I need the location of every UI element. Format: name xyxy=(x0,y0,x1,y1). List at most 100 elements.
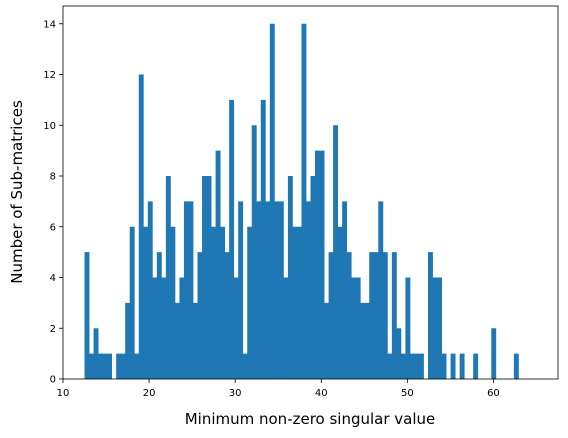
histogram-bar xyxy=(391,252,397,379)
histogram-bar xyxy=(116,353,122,379)
y-tick-label: 6 xyxy=(50,222,56,233)
histogram-bar xyxy=(84,252,90,379)
y-tick-label: 8 xyxy=(50,172,56,183)
y-tick-label: 0 xyxy=(50,375,56,386)
plot-frame xyxy=(62,5,559,380)
histogram-bar xyxy=(400,353,406,379)
histogram-bar xyxy=(211,226,216,379)
histogram-bar xyxy=(89,353,94,379)
histogram-bar xyxy=(229,99,235,379)
histogram-bar xyxy=(242,353,248,379)
histogram-bar xyxy=(247,226,253,379)
histogram-bar xyxy=(459,353,465,379)
histogram-bar xyxy=(120,353,126,379)
histogram-bar xyxy=(310,176,316,379)
histogram-bar xyxy=(251,125,257,379)
histogram-bar xyxy=(432,277,438,379)
histogram-bar xyxy=(256,201,262,379)
histogram-bar xyxy=(278,201,284,379)
histogram-bar xyxy=(305,201,311,379)
histogram-bar xyxy=(287,176,293,379)
y-tick-label: 10 xyxy=(43,121,56,132)
x-axis-ticks: 10 20 30 40 50 60 xyxy=(57,379,500,399)
histogram-bar xyxy=(418,353,424,379)
histogram-bar xyxy=(355,277,361,379)
histogram-bar xyxy=(296,226,302,379)
histogram-bar xyxy=(188,201,194,379)
x-tick-label: 60 xyxy=(487,388,500,399)
histogram-bar xyxy=(319,150,325,379)
y-tick-label: 14 xyxy=(43,19,56,30)
histogram-bar xyxy=(513,353,519,379)
histogram-bar xyxy=(147,201,153,379)
histogram-bar xyxy=(342,201,348,379)
histogram-bar xyxy=(152,277,158,379)
histogram-bar xyxy=(292,226,298,379)
histogram-bar xyxy=(378,201,384,379)
histogram-bar xyxy=(174,302,180,379)
histogram-bar xyxy=(382,252,388,379)
histogram-bar xyxy=(387,353,393,379)
histogram-bar xyxy=(409,353,415,379)
histogram-bar xyxy=(202,176,207,379)
histogram-bar xyxy=(197,252,203,379)
y-tick-label: 4 xyxy=(50,273,56,284)
histogram-bar xyxy=(143,226,149,379)
histogram-bar xyxy=(491,328,497,379)
histogram-bar xyxy=(233,277,239,379)
y-tick-label: 2 xyxy=(50,324,56,335)
histogram-bar xyxy=(170,226,176,379)
histogram-bar xyxy=(134,353,140,379)
histogram-bar xyxy=(161,277,167,379)
x-axis-label: Minimum non-zero singular value xyxy=(185,410,436,428)
histogram-bar xyxy=(405,277,411,379)
histogram-bar xyxy=(156,252,162,379)
histogram-bar xyxy=(192,302,198,379)
histogram-bar xyxy=(328,252,334,379)
histogram-bar xyxy=(206,176,212,379)
histogram-bar xyxy=(260,99,266,379)
histogram-bar xyxy=(215,150,221,379)
histogram-bar xyxy=(346,252,352,379)
histogram-bar xyxy=(183,201,189,379)
histogram-bar xyxy=(315,150,320,379)
y-axis-ticks: 0 2 4 6 8 10 12 14 xyxy=(43,19,63,386)
histogram-bar xyxy=(450,353,456,379)
histogram-bar xyxy=(102,353,108,379)
x-tick-label: 30 xyxy=(229,388,242,399)
histogram-bar xyxy=(351,277,357,379)
histogram-bar xyxy=(265,201,271,379)
histogram-bar xyxy=(129,226,135,379)
x-tick-label: 40 xyxy=(315,388,328,399)
histogram-bar xyxy=(324,302,329,379)
histogram-bar xyxy=(238,201,244,379)
histogram-bar xyxy=(373,252,379,379)
histogram-bar xyxy=(428,252,433,379)
histogram-bars xyxy=(84,23,519,379)
histogram-bar xyxy=(360,302,366,379)
histogram-bar xyxy=(165,176,171,379)
histogram-bar xyxy=(93,328,99,379)
histogram-bar xyxy=(437,277,442,379)
histogram-bar xyxy=(138,74,144,379)
x-tick-label: 10 xyxy=(57,388,70,399)
histogram-bar xyxy=(179,277,185,379)
histogram-bar xyxy=(364,302,370,379)
histogram-bar xyxy=(414,353,420,379)
histogram-bar xyxy=(98,353,103,379)
histogram-bar xyxy=(220,226,226,379)
histogram-bar xyxy=(269,23,275,379)
histogram-bar xyxy=(441,353,447,379)
histogram-bar xyxy=(337,226,343,379)
y-axis-label: Number of Sub-matrices xyxy=(8,100,26,284)
histogram-bar xyxy=(396,328,402,379)
x-tick-label: 50 xyxy=(401,388,414,399)
histogram-bar xyxy=(107,353,113,379)
histogram-bar xyxy=(301,23,307,379)
histogram-bar xyxy=(283,277,289,379)
histogram-bar xyxy=(473,353,479,379)
y-tick-label: 12 xyxy=(43,70,56,81)
histogram-bar xyxy=(369,252,375,379)
histogram-bar xyxy=(333,125,339,379)
